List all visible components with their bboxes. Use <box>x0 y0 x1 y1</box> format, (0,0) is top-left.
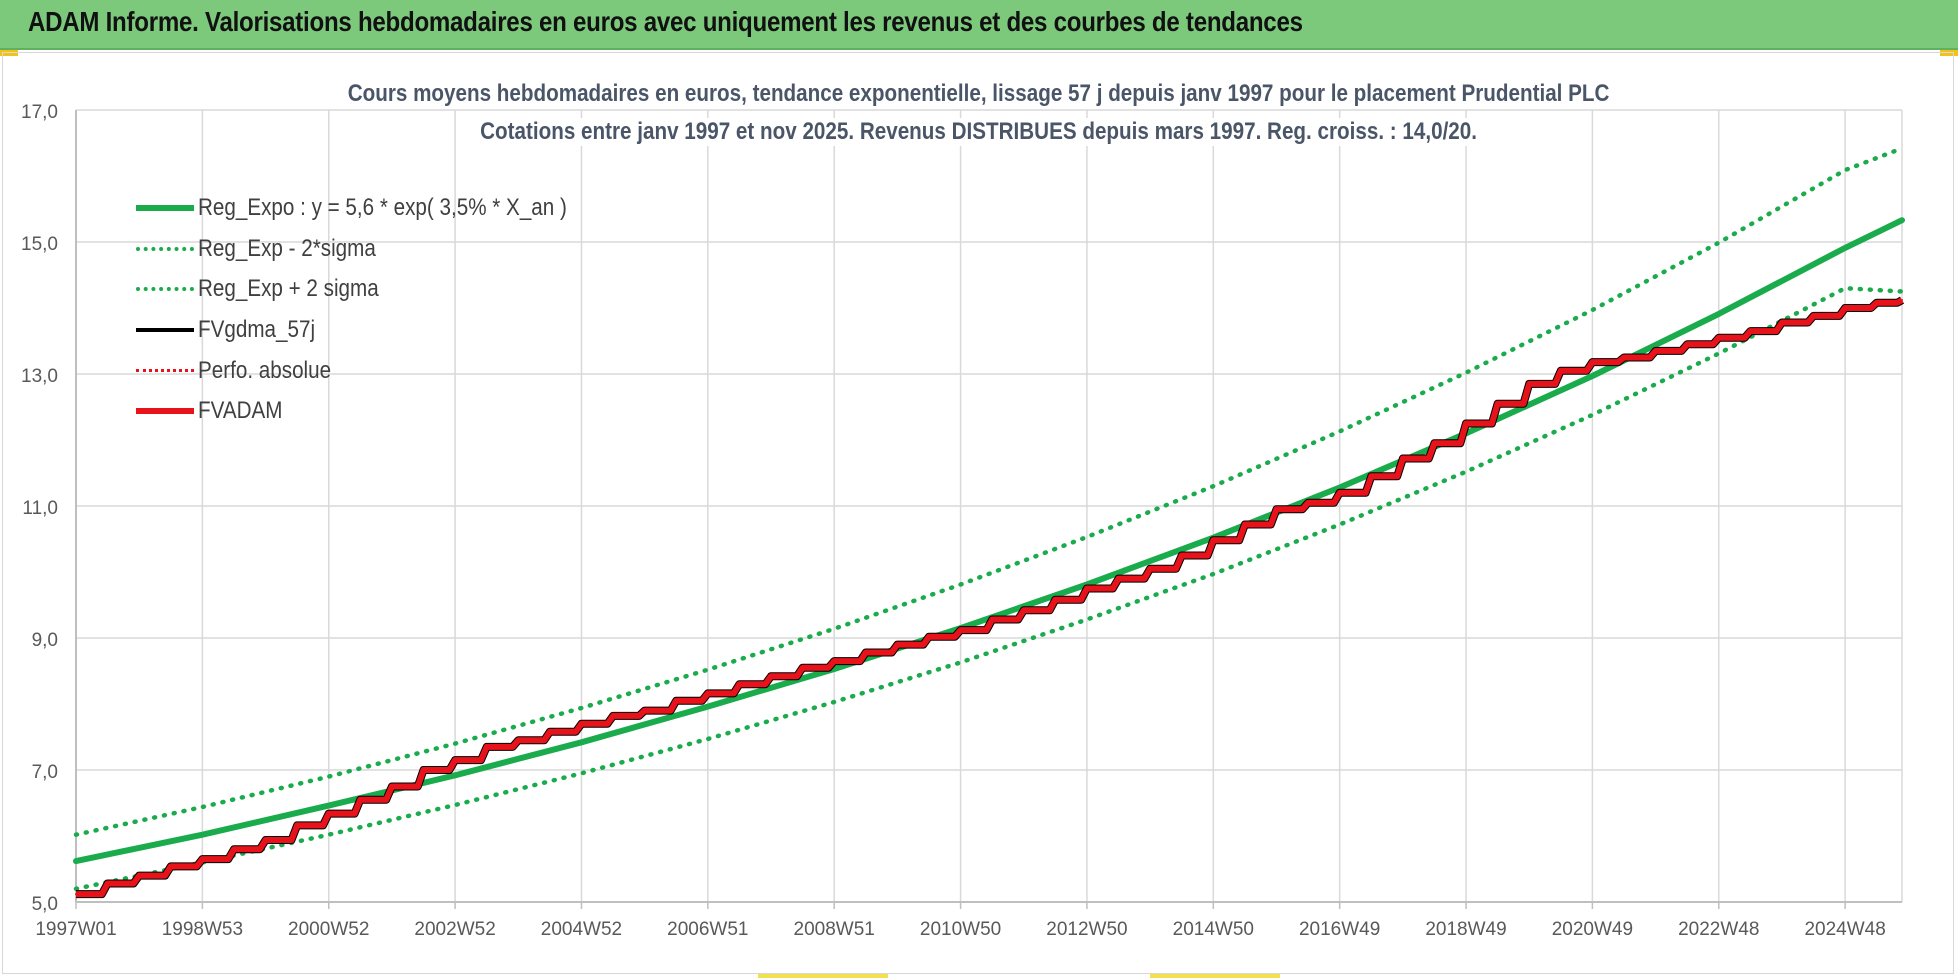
legend-item-reg-exp-plus: Reg_Exp + 2 sigma <box>136 269 627 310</box>
x-tick-label: 2018W49 <box>1425 919 1506 940</box>
chart-title-line1: Cours moyens hebdomadaires en euros, ten… <box>0 80 1958 108</box>
x-tick-label: 2024W48 <box>1804 919 1885 940</box>
x-tick-label: 2010W50 <box>920 919 1001 940</box>
bottom-mark-left <box>758 974 888 978</box>
series-line-reg-exp-minus <box>73 285 1905 892</box>
legend-item-fvgdma: FVgdma_57j <box>136 310 627 351</box>
chart-title-line2: Cotations entre janv 1997 et nov 2025. R… <box>0 118 1958 146</box>
x-tick-label: 2012W50 <box>1046 919 1127 940</box>
legend-item-reg-exp-minus: Reg_Exp - 2*sigma <box>136 229 627 270</box>
legend-swatch-perfo <box>136 369 194 373</box>
y-tick-label: 11,0 <box>22 498 58 519</box>
chart-axes: 5,0 7,0 9,0 11,0 13,0 15,0 17,0 1997W01 1998W53 2… <box>21 102 1902 940</box>
x-tick-label: 2022W48 <box>1678 919 1759 940</box>
x-tick-label: 2002W52 <box>414 919 495 940</box>
x-tick-label: 2014W50 <box>1173 919 1254 940</box>
legend-swatch-reg-expo <box>136 205 194 212</box>
legend-label-perfo: Perfo. absolue <box>198 356 332 384</box>
legend-label-reg-exp-minus: Reg_Exp - 2*sigma <box>198 234 376 262</box>
chart-legend: Reg_Expo : y = 5,6 * exp( 3,5% * X_an ) … <box>136 188 627 432</box>
legend-item-perfo: Perfo. absolue <box>136 350 627 391</box>
x-tick-label: 1997W01 <box>35 919 116 940</box>
y-tick-label: 7,0 <box>32 762 58 783</box>
banner: ADAM Informe. Valorisations hebdomadaire… <box>0 0 1958 50</box>
legend-swatch-reg-exp-plus <box>136 287 194 292</box>
chart-grid <box>75 109 1903 903</box>
x-tick-label: 1998W53 <box>162 919 243 940</box>
x-tick-label: 2000W52 <box>288 919 369 940</box>
y-tick-label: 13,0 <box>21 366 58 387</box>
series-line-reg-exp-plus <box>73 146 1905 837</box>
y-tick-label: 5,0 <box>32 894 58 915</box>
x-tick-label: 2008W51 <box>794 919 875 940</box>
x-tick-label: 2004W52 <box>541 919 622 940</box>
y-tick-label: 17,0 <box>21 102 58 123</box>
legend-label-fvgdma: FVgdma_57j <box>198 316 316 344</box>
banner-title: ADAM Informe. Valorisations hebdomadaire… <box>28 6 1303 37</box>
legend-swatch-fvgdma <box>136 328 194 333</box>
y-tick-label: 9,0 <box>32 630 58 651</box>
legend-label-reg-exp-plus: Reg_Exp + 2 sigma <box>198 275 379 303</box>
x-tick-label: 2016W49 <box>1299 919 1380 940</box>
legend-label-fvadam: FVADAM <box>198 397 283 425</box>
chart-title-line2-text: Cotations entre janv 1997 et nov 2025. R… <box>475 118 1483 146</box>
x-tick-label: 2020W49 <box>1552 919 1633 940</box>
legend-item-reg-expo: Reg_Expo : y = 5,6 * exp( 3,5% * X_an ) <box>136 188 627 229</box>
chart-frame <box>2 52 1954 974</box>
corner-mark-left <box>0 50 18 56</box>
legend-swatch-reg-exp-minus <box>136 246 194 251</box>
legend-label-reg-expo: Reg_Expo : y = 5,6 * exp( 3,5% * X_an ) <box>198 194 567 222</box>
legend-swatch-fvadam <box>136 408 194 415</box>
x-tick-label: 2006W51 <box>667 919 748 940</box>
chart-title-line1-text: Cours moyens hebdomadaires en euros, ten… <box>342 80 1616 108</box>
legend-item-fvadam: FVADAM <box>136 391 627 432</box>
series-line-perfo <box>75 299 1903 896</box>
chart-series <box>73 146 1905 899</box>
y-tick-label: 15,0 <box>21 234 58 255</box>
corner-mark-right <box>1940 50 1958 56</box>
bottom-mark-right <box>1150 974 1280 978</box>
